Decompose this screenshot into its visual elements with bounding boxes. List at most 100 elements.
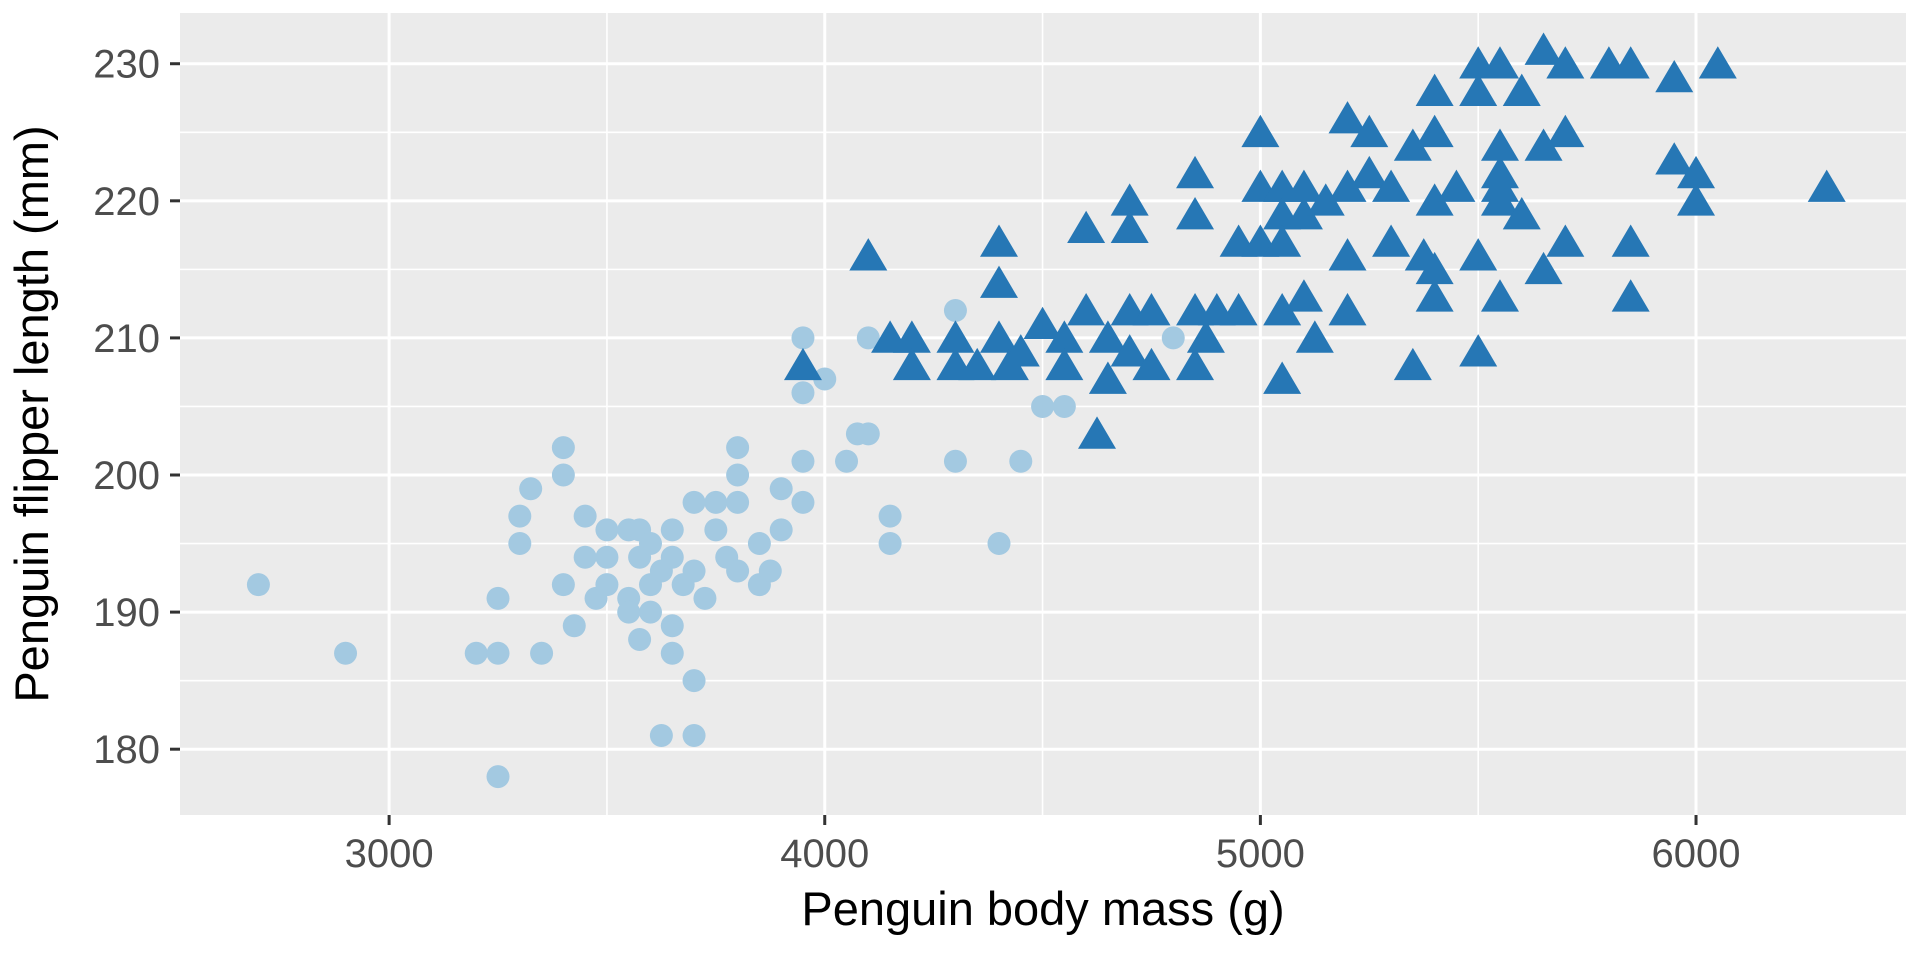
scatter-point-triangle [1677,155,1716,189]
scatter-point-triangle [1437,169,1476,202]
scatter-point-triangle [1350,114,1389,148]
scatter-point-triangle [1110,334,1149,367]
scatter-point-circle [1052,394,1076,418]
scatter-point-circle [726,436,750,460]
scatter-point-circle [551,573,575,597]
scatter-point-circle [508,504,532,528]
scatter-point-circle [551,436,575,460]
scatter-point-triangle [892,347,931,381]
scatter-point-triangle [1415,73,1454,106]
y-tick-label: 190 [93,591,160,635]
scatter-point-triangle [980,265,1019,298]
scatter-point-triangle [1078,416,1117,449]
scatter-point-triangle [1045,347,1084,381]
scatter-point-triangle [1350,155,1389,189]
scatter-point-triangle [1677,183,1716,216]
x-tick-label: 4000 [780,832,869,876]
scatter-point-circle [660,614,684,638]
y-tick-label: 230 [93,43,160,87]
scatter-point-triangle [783,347,822,381]
scatter-point-triangle [1611,224,1650,257]
scatter-point-circle [1161,326,1185,350]
scatter-point-circle [682,723,706,747]
scatter-point-triangle [1110,183,1149,216]
scatter-point-triangle [1459,73,1498,106]
scatter-point-circle [246,573,270,597]
scatter-point-circle [595,518,619,542]
scatter-point-circle [856,422,880,446]
scatter-point-circle [638,532,662,556]
scatter-point-circle [704,490,728,514]
scatter-point-triangle [1088,361,1127,394]
scatter-point-triangle [1415,183,1454,216]
x-tick-label: 5000 [1216,832,1305,876]
scatter-point-triangle [849,238,888,271]
scatter-point-circle [813,367,837,391]
scatter-point-circle [562,614,586,638]
x-tick-label: 3000 [345,832,434,876]
scatter-point-circle [791,381,815,405]
scatter-point-circle [682,490,706,514]
scatter-point-circle [856,326,880,350]
scatter-point-triangle [1698,46,1737,79]
scatter-point-triangle [1524,128,1563,161]
scatter-point-triangle [980,224,1019,257]
scatter-point-circle [682,669,706,693]
scatter-point-triangle [1263,293,1302,326]
scatter-point-triangle [1284,197,1323,230]
scatter-point-circle [617,600,641,624]
scatter-point-triangle [958,347,997,381]
scatter-point-circle [638,600,662,624]
scatter-point-circle [835,449,859,473]
y-axis-title: Penguin flipper length (mm) [5,125,58,702]
scatter-point-triangle [1546,224,1585,257]
scatter-point-triangle [1480,46,1519,79]
scatter-point-triangle [1067,293,1106,326]
scatter-point-circle [1009,449,1033,473]
scatter-point-circle [508,532,532,556]
scatter-point-circle [595,545,619,569]
scatter-point-circle [726,463,750,487]
scatter-point-triangle [1241,114,1280,148]
scatter-point-triangle [1176,197,1215,230]
scatter-point-triangle [980,320,1019,353]
scatter-point-circle [486,765,510,789]
scatter-point-circle [573,504,597,528]
scatter-point-circle [943,298,967,322]
scatter-point-triangle [1502,197,1541,230]
scatter-point-triangle [1110,210,1149,244]
scatter-point-circle [878,532,902,556]
scatter-point-circle [943,449,967,473]
y-tick-label: 210 [93,317,160,361]
y-tick-label: 220 [93,180,160,224]
scatter-point-triangle [1415,114,1454,148]
scatter-point-circle [791,449,815,473]
y-tick-label: 200 [93,454,160,498]
scatter-point-triangle [1480,128,1519,161]
scatter-point-triangle [1480,183,1519,216]
scatter-point-triangle [1176,347,1215,381]
scatter-point-triangle [1088,320,1127,353]
scatter-point-triangle [892,320,931,353]
scatter-point-triangle [1328,101,1367,134]
scatter-point-triangle [1284,169,1323,202]
scatter-point-triangle [1132,347,1171,381]
scatter-point-triangle [1502,73,1541,106]
scatter-point-circle [573,545,597,569]
scatter-point-circle [551,463,575,487]
scatter-point-circle [628,628,652,652]
scatter-point-circle [987,532,1011,556]
scatter-point-triangle [1176,155,1215,189]
scatter-point-circle [464,641,488,665]
scatter-point-triangle [1263,224,1302,257]
scatter-point-circle [334,641,358,665]
scatter-point-triangle [1611,46,1650,79]
scatter-point-circle [530,641,554,665]
scatter-point-circle [791,490,815,514]
scatter-point-triangle [1807,169,1846,202]
scatter-point-triangle [1328,169,1367,202]
scatter-point-triangle [1611,279,1650,312]
scatter-point-triangle [1655,59,1694,93]
